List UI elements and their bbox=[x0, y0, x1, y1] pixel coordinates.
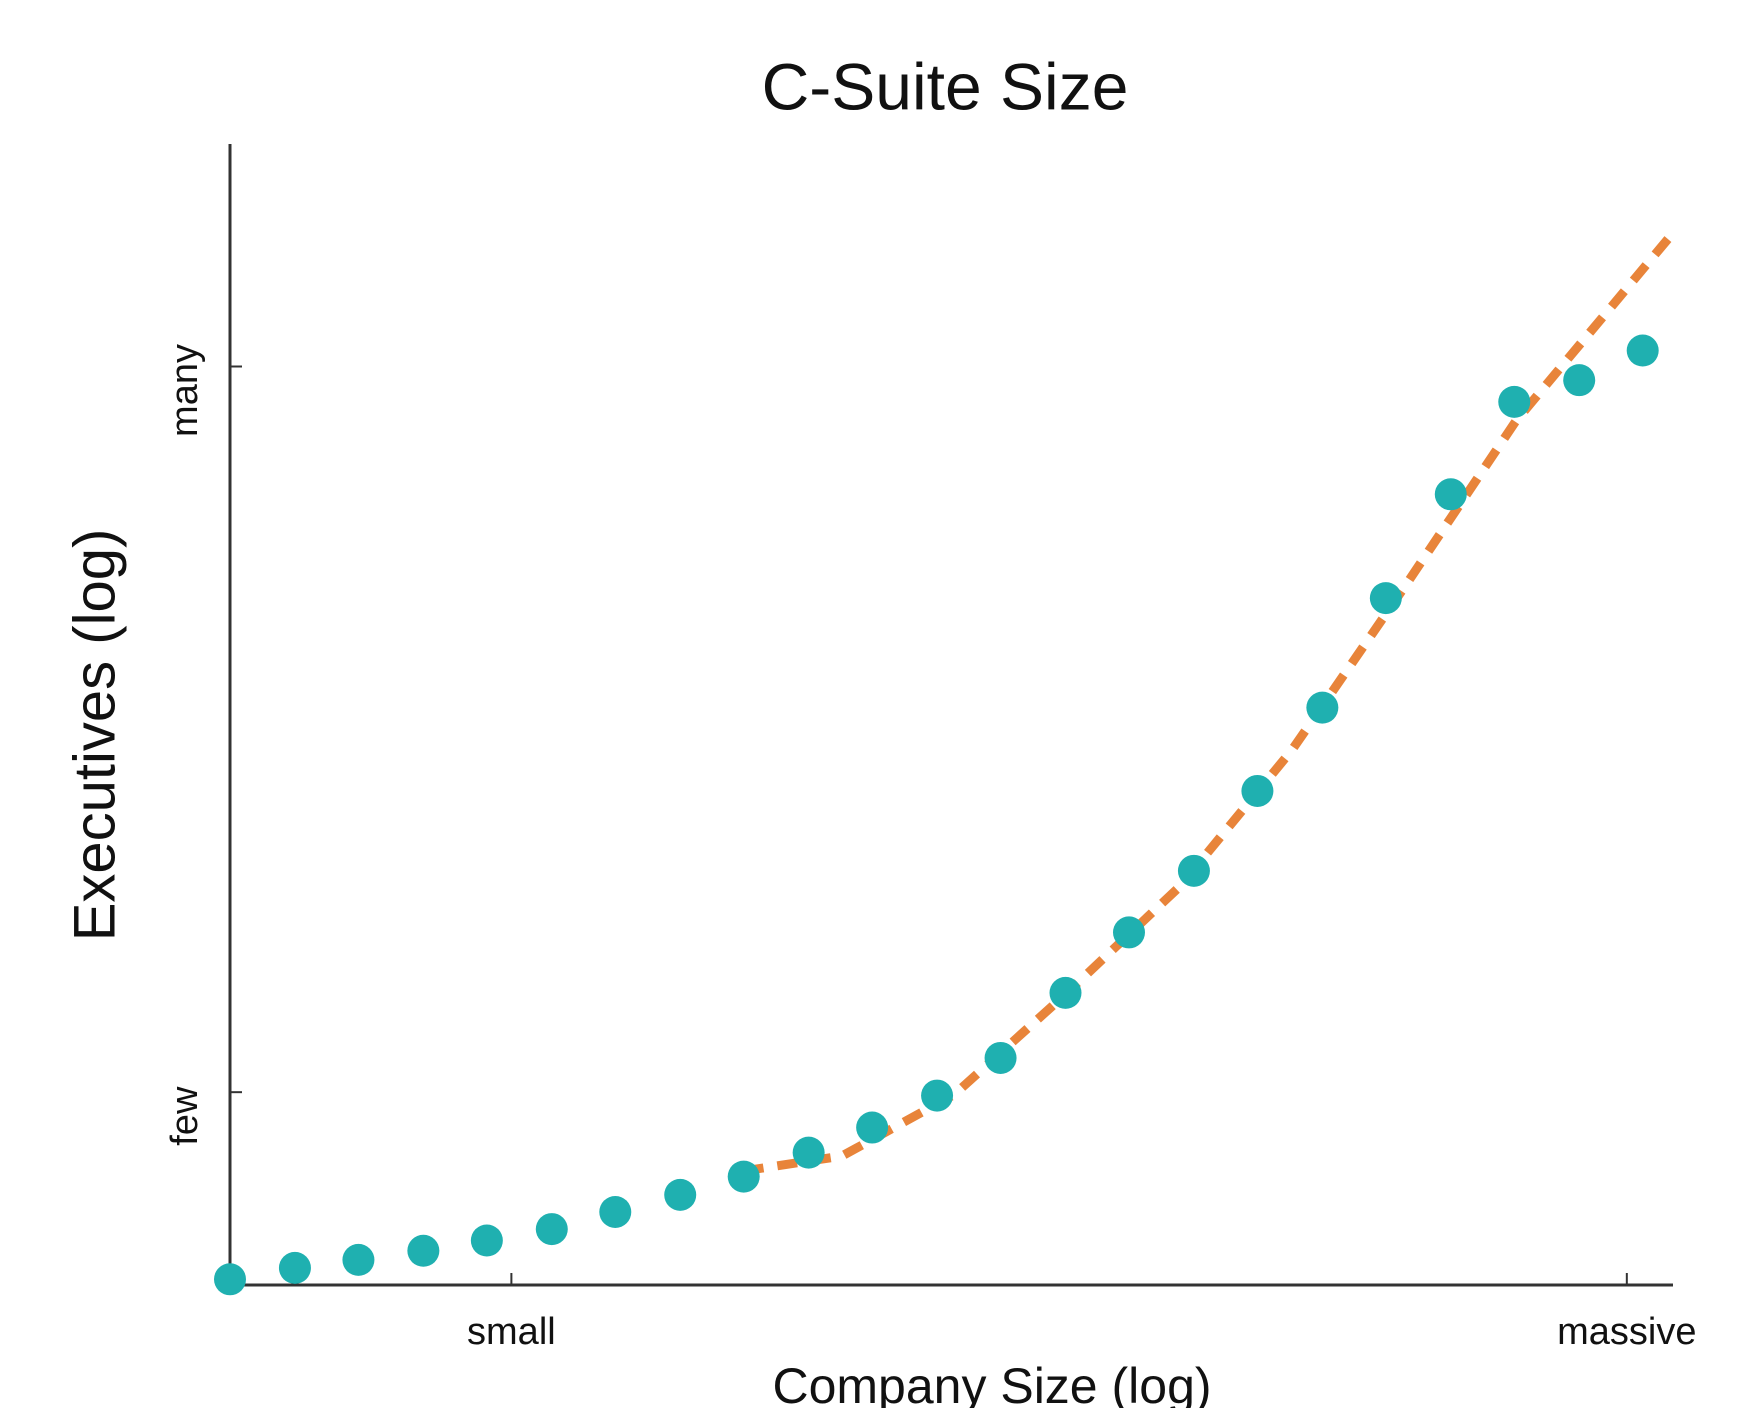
point bbox=[535, 1213, 568, 1246]
point bbox=[1241, 774, 1274, 807]
point bbox=[1369, 582, 1402, 615]
x-tick-label: small bbox=[467, 1311, 556, 1353]
point bbox=[342, 1243, 375, 1276]
point bbox=[856, 1111, 889, 1144]
point bbox=[599, 1195, 632, 1228]
point bbox=[1563, 364, 1596, 397]
point bbox=[1306, 691, 1339, 724]
point bbox=[664, 1178, 697, 1211]
point bbox=[921, 1079, 954, 1112]
point bbox=[1434, 478, 1467, 511]
point bbox=[727, 1160, 760, 1193]
chart-title: C-Suite Size bbox=[762, 49, 1129, 123]
point bbox=[214, 1263, 246, 1296]
y-tick-label: many bbox=[164, 344, 206, 437]
point bbox=[278, 1251, 311, 1284]
point bbox=[1626, 334, 1659, 367]
point bbox=[407, 1234, 440, 1267]
point bbox=[470, 1224, 503, 1257]
trend-line bbox=[743, 233, 1674, 1176]
point bbox=[792, 1136, 825, 1169]
point bbox=[1498, 385, 1531, 418]
x-tick-label: massive bbox=[1557, 1311, 1696, 1353]
y-tick-label: few bbox=[164, 1086, 206, 1146]
point bbox=[1049, 976, 1082, 1009]
point bbox=[1112, 916, 1145, 949]
x-axis-label: Company Size (log) bbox=[772, 1358, 1211, 1408]
y-axis-label: Executives (log) bbox=[62, 529, 127, 942]
point bbox=[984, 1041, 1017, 1074]
point bbox=[1177, 854, 1210, 887]
